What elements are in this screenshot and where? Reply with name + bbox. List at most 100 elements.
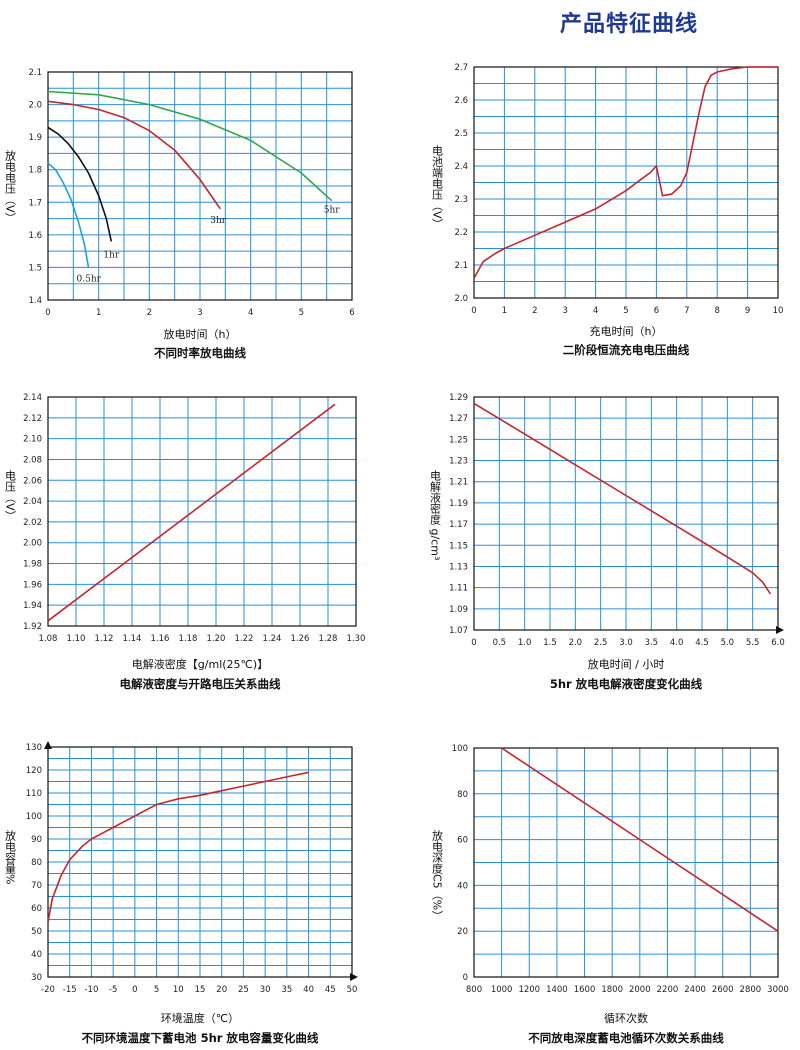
- x-tick-label: 10: [173, 985, 184, 995]
- x-tick-label: 3000: [767, 985, 789, 995]
- x-tick-label: 0: [132, 985, 137, 995]
- x-tick-label: 10: [773, 306, 784, 316]
- y-tick-label: 2.00: [23, 539, 42, 549]
- y-axis-label: 放电容量%: [4, 829, 17, 885]
- y-tick-label: 1.21: [449, 478, 468, 488]
- plot-frame: [473, 747, 779, 978]
- plot-frame: [47, 396, 357, 627]
- x-tick-label: 1.28: [319, 634, 338, 644]
- y-tick-label: 1.98: [23, 560, 42, 570]
- x-tick-label: 1.10: [67, 634, 86, 644]
- y-tick-label: 2.02: [23, 518, 42, 528]
- y-tick-label: 2.1: [454, 261, 468, 271]
- x-tick-label: 1.20: [207, 634, 226, 644]
- x-tick-label: -10: [84, 985, 98, 995]
- chart-2: 0 1 2 3 4 5 6 7 8 9 10 2.0 2.1 2.2 2.3 2.4 2.5 2.6 2.7 充电时间…: [431, 63, 784, 357]
- y-tick-label: 2.0: [28, 101, 42, 111]
- y-tick-label: 1.07: [449, 626, 468, 636]
- y-tick-label: 20: [457, 927, 468, 937]
- y-tick-label: 1.94: [23, 601, 42, 611]
- y-tick-label: 130: [26, 743, 42, 753]
- y-tick-label: 2.08: [23, 455, 42, 465]
- y-tick-label: 50: [31, 927, 42, 937]
- y-tick-label: 2.1: [28, 68, 42, 78]
- y-tick-label: 120: [26, 766, 42, 776]
- y-tick-label: 0: [463, 973, 468, 983]
- x-tick-label: -5: [109, 985, 117, 995]
- x-tick-label: 2: [147, 308, 152, 318]
- y-tick-label: 80: [457, 790, 468, 800]
- x-tick-label: 1.18: [179, 634, 198, 644]
- x-tick-label: 0: [471, 306, 476, 316]
- series-line-5hr: [47, 90, 333, 202]
- x-tick-label: 4.5: [695, 638, 709, 648]
- chart-6: 800 1000 1200 1400 1600 1800 2000 2200 2400 2600 2…: [431, 744, 789, 1045]
- x-tick-label: 3: [197, 308, 202, 318]
- chart-5: -20 -15 -10 -5 0 5 10 15 20 25 30 35 40 45 50 30 40 50 60 7…: [4, 741, 358, 1045]
- x-tick-label: 4: [248, 308, 253, 318]
- y-tick-label: 2.12: [23, 414, 42, 424]
- x-tick-label: 4.0: [670, 638, 684, 648]
- series-annotation: 1hr: [103, 250, 120, 260]
- chart-title: 不同时率放电曲线: [154, 346, 246, 360]
- y-tick-label: 1.13: [449, 562, 468, 572]
- y-tick-label: 70: [31, 881, 42, 891]
- y-axis-label: 放电深度C5（%）: [431, 829, 444, 921]
- x-axis-label: 充电时间（h）: [590, 324, 663, 338]
- x-tick-label: 1.16: [151, 634, 170, 644]
- y-tick-label: 1.25: [449, 435, 468, 445]
- plot-frame: [473, 66, 779, 299]
- x-tick-label: 2000: [629, 985, 651, 995]
- y-tick-label: 1.96: [23, 580, 42, 590]
- x-tick-label: 0: [45, 308, 50, 318]
- x-tick-label: 2400: [684, 985, 706, 995]
- y-tick-label: 60: [31, 904, 42, 914]
- x-tick-label: 25: [238, 985, 249, 995]
- chart-title: 二阶段恒流充电电压曲线: [563, 343, 690, 357]
- x-tick-label: 2.5: [594, 638, 608, 648]
- x-tick-label: 1.24: [263, 634, 282, 644]
- x-tick-label: -15: [63, 985, 77, 995]
- x-tick-label: 1: [96, 308, 101, 318]
- x-tick-label: 2600: [712, 985, 734, 995]
- x-tick-label: 35: [281, 985, 292, 995]
- x-axis-label: 电解液密度【g/ml(25℃)】: [132, 657, 268, 671]
- y-tick-label: 30: [31, 973, 42, 983]
- chart-4: 0 0.5 1.0 1.5 2.0 2.5 3.0 3.5 4.0 4.5 5.0 5.5 6.0 1.0…: [429, 393, 785, 691]
- series-line: [47, 771, 309, 922]
- x-tick-label: 8: [714, 306, 719, 316]
- x-tick-label: -20: [41, 985, 55, 995]
- y-tick-label: 100: [26, 812, 42, 822]
- y-tick-label: 2.3: [454, 195, 468, 205]
- y-tick-label: 2.6: [454, 96, 468, 106]
- y-tick-label: 2.10: [23, 435, 42, 445]
- series-line-1hr: [47, 126, 113, 242]
- x-tick-label: 1.22: [235, 634, 254, 644]
- plot-frame: [47, 746, 353, 978]
- y-tick-label: 2.0: [454, 294, 468, 304]
- x-tick-label: 15: [195, 985, 206, 995]
- y-tick-label: 1.4: [28, 296, 42, 306]
- x-tick-label: 2: [532, 306, 537, 316]
- series-line-0.5hr: [47, 162, 90, 268]
- x-tick-label: 3.5: [645, 638, 659, 648]
- x-tick-label: 2.0: [569, 638, 583, 648]
- y-tick-label: 2.4: [454, 162, 468, 172]
- plot-frame: [473, 396, 779, 631]
- x-axis-label: 循环次数: [604, 1011, 648, 1025]
- x-tick-label: 2800: [740, 985, 762, 995]
- x-tick-label: 0.5: [493, 638, 507, 648]
- y-tick-label: 1.17: [449, 520, 468, 530]
- x-tick-label: 5.0: [721, 638, 735, 648]
- x-tick-label: 6: [654, 306, 659, 316]
- chart-title: 电解液密度与开路电压关系曲线: [120, 677, 281, 691]
- y-tick-label: 1.9: [28, 133, 42, 143]
- x-tick-label: 5: [623, 306, 628, 316]
- y-tick-label: 40: [457, 881, 468, 891]
- y-tick-label: 1.19: [449, 499, 468, 509]
- y-tick-label: 2.7: [454, 63, 468, 73]
- series-line: [473, 402, 772, 595]
- chart-title: 5hr 放电电解液密度变化曲线: [550, 677, 703, 691]
- x-axis-label: 环境温度（℃）: [161, 1011, 239, 1025]
